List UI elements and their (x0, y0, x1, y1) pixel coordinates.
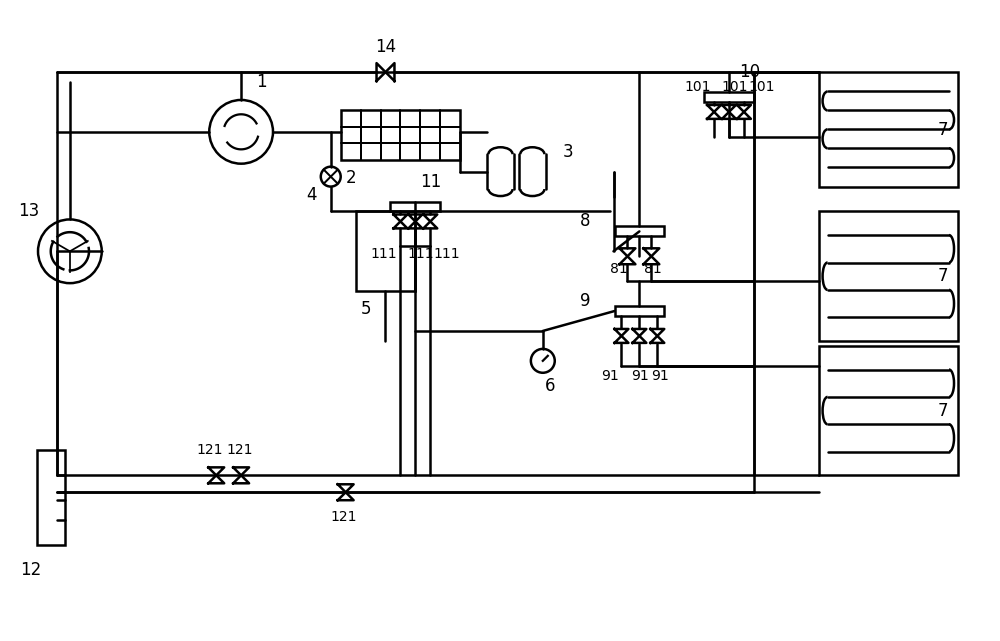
Bar (615, 306, 664, 316)
Text: 10: 10 (739, 63, 760, 81)
Bar (390, 201, 440, 212)
Text: 12: 12 (20, 561, 41, 579)
Text: 101: 101 (684, 80, 711, 94)
Text: 14: 14 (376, 38, 397, 56)
Text: 121: 121 (226, 444, 253, 458)
Text: 7: 7 (938, 402, 949, 420)
Text: 121: 121 (196, 444, 223, 458)
Bar (819, 72, 958, 187)
Text: 7: 7 (938, 121, 949, 139)
Bar (356, 212, 415, 291)
Text: 121: 121 (331, 510, 357, 524)
Text: 11: 11 (420, 172, 442, 190)
Bar (341, 110, 460, 160)
Bar (704, 92, 754, 102)
Text: 7: 7 (938, 267, 949, 285)
Text: 8: 8 (580, 212, 590, 230)
Text: 13: 13 (18, 203, 39, 221)
Bar (37, 451, 65, 545)
Bar (819, 346, 958, 476)
Text: 101: 101 (721, 80, 748, 94)
Text: 91: 91 (602, 369, 619, 383)
Text: 91: 91 (631, 369, 649, 383)
Text: 9: 9 (580, 292, 590, 310)
Bar (615, 226, 664, 237)
Bar (819, 212, 958, 341)
Text: 4: 4 (306, 185, 316, 204)
Text: 111: 111 (407, 247, 434, 262)
Text: 6: 6 (545, 377, 555, 395)
Text: 101: 101 (749, 80, 775, 94)
Text: 2: 2 (346, 169, 356, 187)
Text: 111: 111 (371, 247, 397, 262)
Text: 5: 5 (361, 300, 371, 318)
Text: 111: 111 (433, 247, 460, 262)
Text: 3: 3 (563, 143, 573, 161)
Text: 91: 91 (651, 369, 669, 383)
Text: 1: 1 (256, 73, 267, 91)
Text: 81: 81 (644, 262, 662, 276)
Text: 81: 81 (610, 262, 627, 276)
